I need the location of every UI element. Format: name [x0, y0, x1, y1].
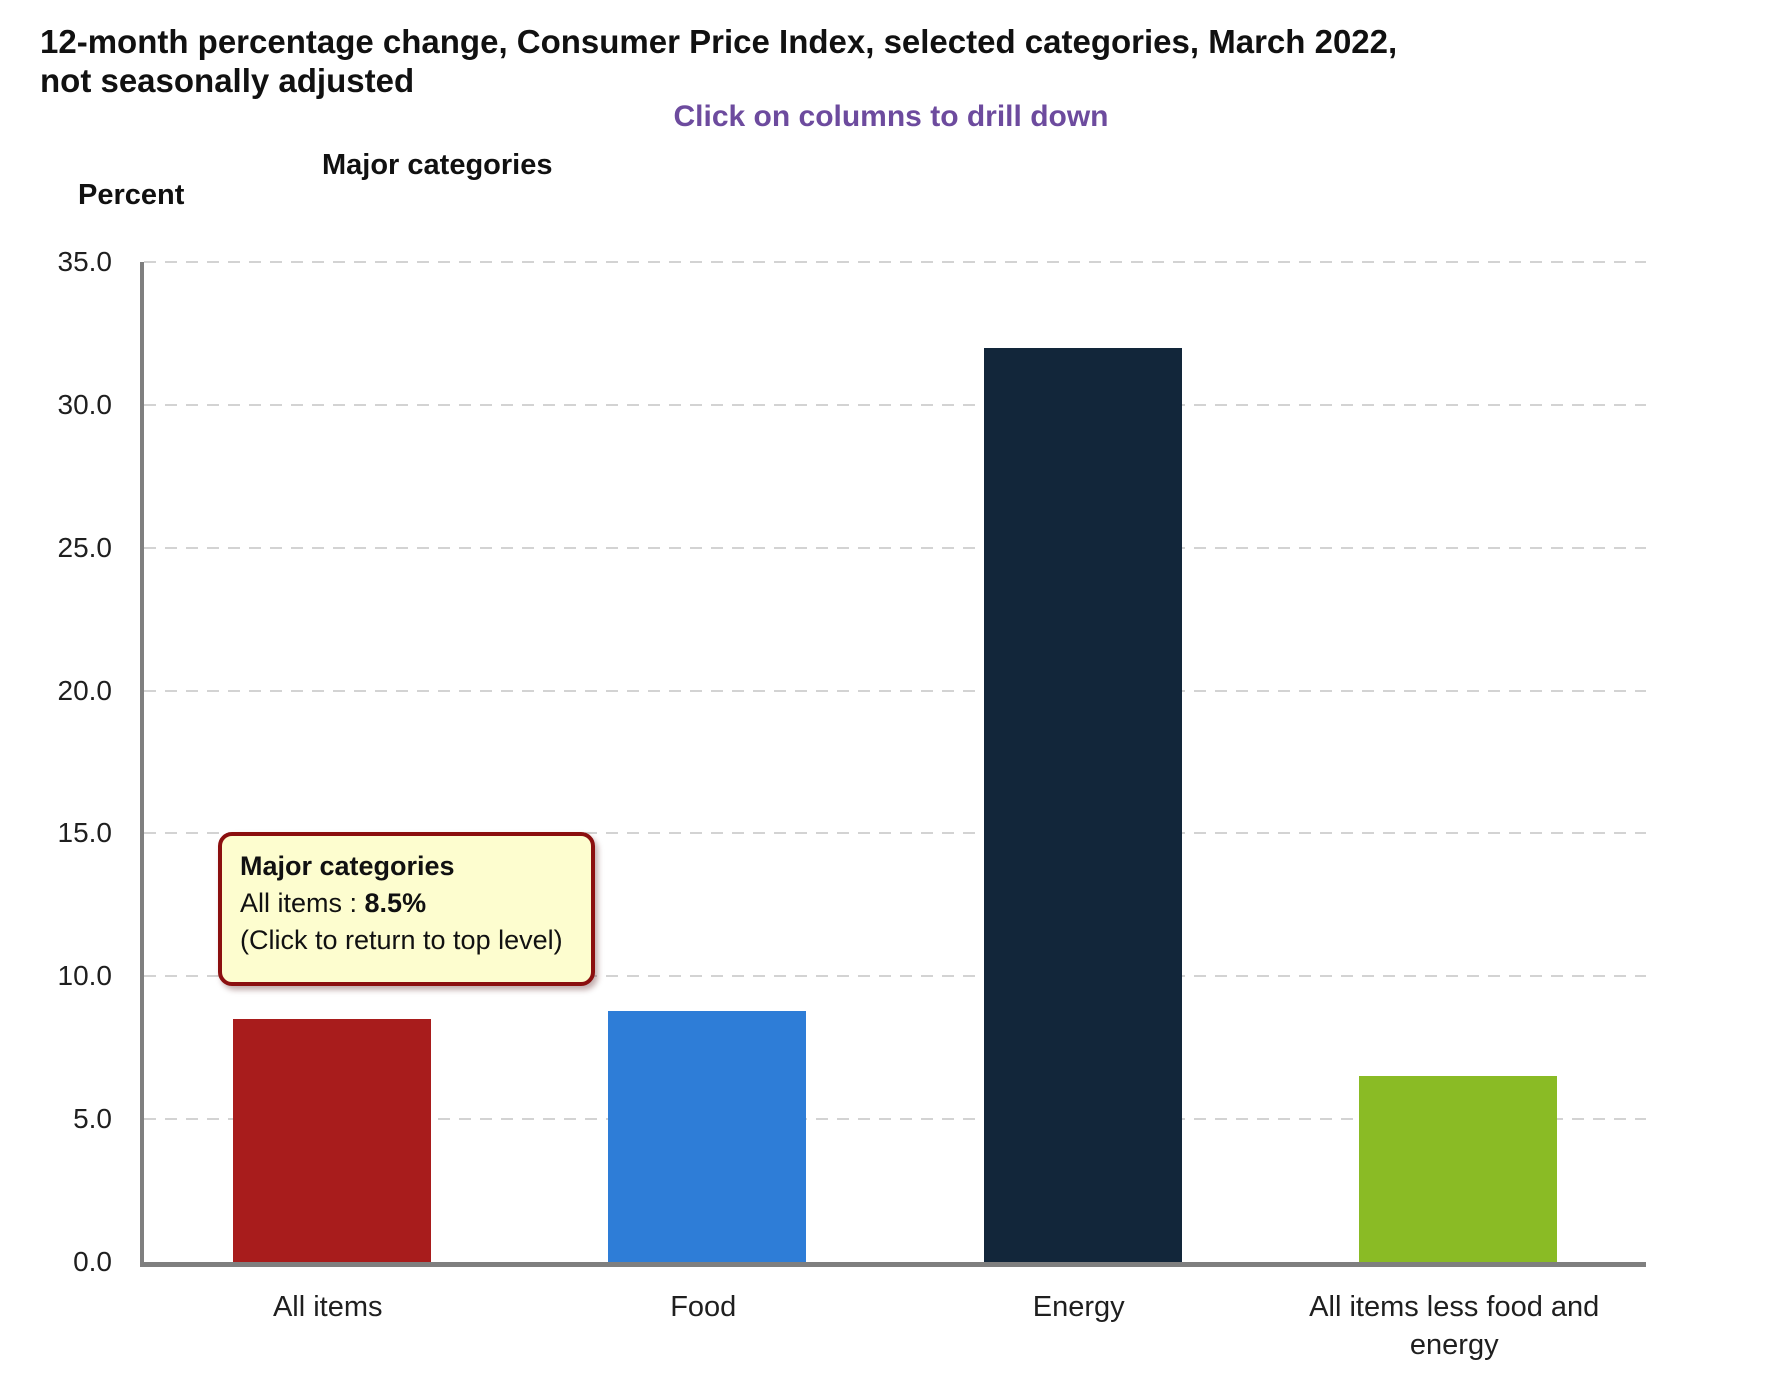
y-tick-label: 30.0 — [57, 388, 113, 420]
tooltip-item-label: All items : — [240, 888, 365, 918]
y-axis-title: Percent — [78, 179, 185, 211]
gridline — [144, 689, 1646, 692]
chart-level-label: Major categories — [322, 149, 553, 181]
y-tick-label: 20.0 — [57, 674, 113, 706]
tooltip-note: (Click to return to top level) — [240, 925, 563, 955]
x-category-label: Energy — [1032, 1291, 1125, 1323]
y-tick-label: 25.0 — [57, 531, 113, 563]
y-tick-label: 5.0 — [73, 1103, 112, 1135]
drilldown-hint: Click on columns to drill down — [673, 100, 1109, 133]
gridline — [144, 403, 1646, 406]
plot-area — [140, 261, 1646, 1267]
bar-food[interactable] — [608, 1010, 807, 1262]
tooltip-title: Major categories — [240, 851, 455, 881]
bar-all-items-less-food-and-energy[interactable] — [1359, 1076, 1558, 1262]
chart-title: 12-month percentage change, Consumer Pri… — [40, 22, 1397, 100]
chart-title-line2: not seasonally adjusted — [40, 62, 415, 99]
y-tick-label: 0.0 — [73, 1246, 112, 1277]
gridline — [144, 261, 1646, 263]
bar-energy[interactable] — [983, 347, 1182, 1262]
tooltip-item-value: 8.5% — [364, 888, 427, 918]
y-tick-label: 35.0 — [57, 246, 113, 277]
x-category-label: All items — [272, 1291, 383, 1323]
gridline — [144, 546, 1646, 549]
x-category-label: All items less food and energy — [1309, 1291, 1600, 1361]
bar-all-items[interactable] — [232, 1019, 431, 1262]
tooltip[interactable]: Major categories All items : 8.5% (Click… — [218, 832, 595, 986]
y-tick-label: 10.0 — [57, 960, 113, 992]
gridline — [144, 975, 1646, 978]
tooltip-value-line: All items : 8.5% — [240, 885, 573, 922]
y-tick-label: 15.0 — [57, 817, 113, 849]
gridline — [144, 1118, 1646, 1121]
gridline — [144, 832, 1646, 835]
chart-title-line1: 12-month percentage change, Consumer Pri… — [40, 23, 1398, 60]
x-category-label: Food — [670, 1291, 737, 1323]
